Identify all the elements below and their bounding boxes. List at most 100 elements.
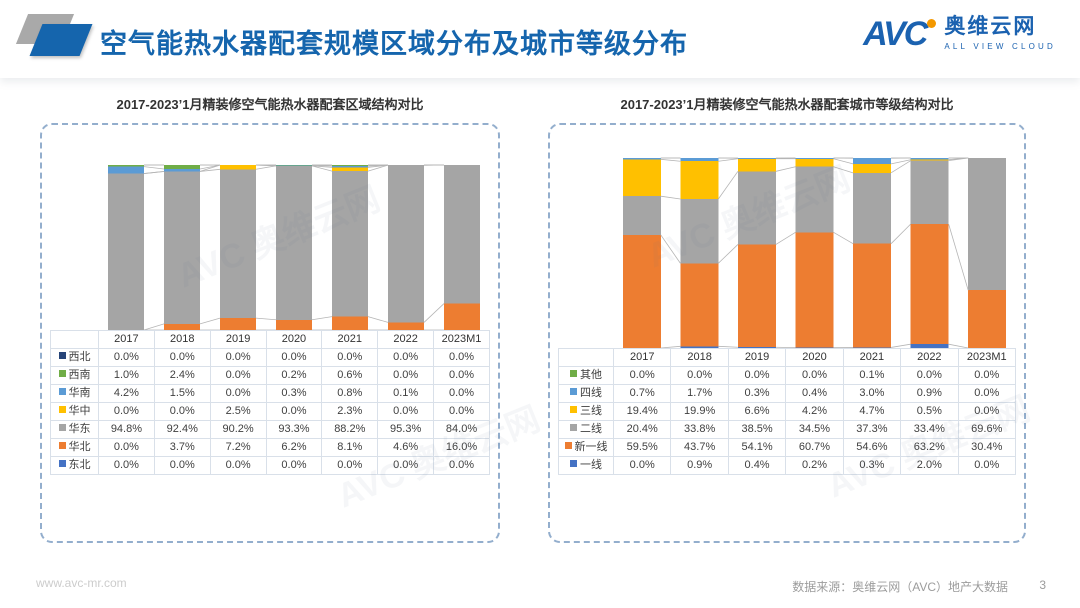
bar-segment-华东 bbox=[276, 165, 312, 320]
value-cell: 38.5% bbox=[727, 420, 787, 439]
value-cell: 69.6% bbox=[957, 420, 1017, 439]
series-connector-line bbox=[311, 316, 333, 321]
legend-cell: 华南 bbox=[50, 384, 99, 403]
value-cell: 0.0% bbox=[433, 348, 490, 367]
year-header-cell: 2022 bbox=[377, 330, 435, 349]
bar-segment-三线 bbox=[737, 158, 776, 172]
bar-segment-华北 bbox=[332, 316, 368, 330]
table-row: 华南 4.2% 1.5% 0.0% 0.3% 0.8% 0.1% 0.0% bbox=[50, 384, 490, 403]
series-connector-line bbox=[660, 345, 681, 348]
series-connector-line bbox=[891, 343, 911, 348]
legend-label: 华南 bbox=[68, 387, 91, 399]
bar-segment-四线 bbox=[680, 158, 719, 162]
bar-segment-新一线 bbox=[737, 244, 776, 348]
left-chart-panel: 2017 2018 2019 2020 2021 2022 2023M1 西北 0.0% 0.0%… bbox=[40, 123, 500, 543]
bar-segment-西南 bbox=[164, 165, 200, 169]
table-row: 东北 0.0% 0.0% 0.0% 0.0% 0.0% 0.0% 0.0% bbox=[50, 456, 490, 475]
value-cell: 0.0% bbox=[98, 348, 155, 367]
series-connector-line bbox=[143, 323, 165, 330]
value-cell: 4.6% bbox=[377, 438, 435, 457]
year-header-cell: 2020 bbox=[265, 330, 323, 349]
bar-segment-二线 bbox=[910, 160, 949, 225]
value-cell: 0.0% bbox=[433, 384, 490, 403]
legend-swatch-icon bbox=[58, 406, 66, 413]
value-cell: 0.0% bbox=[321, 456, 379, 475]
legend-cell: 一线 bbox=[558, 456, 614, 475]
legend-swatch-icon bbox=[570, 460, 577, 467]
table-row: 华东 94.8% 92.4% 90.2% 93.3% 88.2% 95.3% 84.0% bbox=[50, 420, 490, 439]
value-cell: 0.3% bbox=[842, 456, 902, 475]
bar-segment-一线 bbox=[910, 344, 949, 348]
series-connector-line bbox=[775, 231, 796, 245]
value-cell: 33.4% bbox=[900, 420, 959, 439]
bar-segment-华东 bbox=[220, 169, 256, 319]
table-row: 华中 0.0% 0.0% 2.5% 0.0% 2.3% 0.0% 0.0% bbox=[50, 402, 490, 421]
legend-cell: 四线 bbox=[558, 384, 614, 403]
bar-segment-华北 bbox=[276, 319, 312, 330]
value-cell: 2.5% bbox=[209, 402, 267, 421]
value-cell: 0.6% bbox=[321, 366, 379, 385]
series-connector-line bbox=[718, 171, 739, 200]
bar-segment-华东 bbox=[388, 165, 424, 323]
value-cell: 2.0% bbox=[900, 456, 959, 475]
page-title: 空气能热水器配套规模区域分布及城市等级分布 bbox=[100, 29, 688, 59]
legend-swatch-icon bbox=[58, 460, 66, 467]
value-cell: 4.7% bbox=[842, 402, 902, 421]
value-cell: 0.0% bbox=[957, 384, 1017, 403]
legend-cell: 其他 bbox=[558, 366, 614, 385]
legend-cell: 西北 bbox=[50, 348, 99, 367]
bar-segment-新一线 bbox=[622, 234, 661, 348]
series-connector-line bbox=[311, 164, 333, 167]
bar-segment-一线 bbox=[853, 347, 892, 348]
legend-swatch-icon bbox=[58, 352, 66, 359]
series-connector-line bbox=[255, 317, 277, 321]
value-cell: 16.0% bbox=[433, 438, 490, 457]
value-cell: 34.5% bbox=[785, 420, 844, 439]
footer-website: www.avc-mr.com bbox=[36, 576, 127, 590]
legend-cell: 东北 bbox=[50, 456, 99, 475]
value-cell: 0.0% bbox=[433, 366, 490, 385]
legend-label: 二线 bbox=[580, 423, 602, 435]
right-chart-panel: 2017 2018 2019 2020 2021 2022 2023M1 其他 0.0% 0.0%… bbox=[548, 123, 1026, 543]
year-header-cell: 2023M1 bbox=[957, 348, 1017, 367]
year-header-cell: 2019 bbox=[727, 348, 787, 367]
bar-segment-一线 bbox=[680, 346, 719, 348]
avc-logo-chinese-name: 奥维云网 bbox=[944, 15, 1037, 38]
bar-segment-三线 bbox=[680, 161, 719, 200]
series-connector-line bbox=[199, 168, 221, 172]
city-tier-stacked-bar-chart bbox=[622, 157, 1007, 348]
bar-segment-二线 bbox=[737, 171, 776, 245]
footer-data-source: 数据来源：奥维云网（AVC）地产大数据 bbox=[792, 580, 1008, 594]
value-cell: 0.2% bbox=[785, 456, 844, 475]
table-row: 华北 0.0% 3.7% 7.2% 6.2% 8.1% 4.6% 16.0% bbox=[50, 438, 490, 457]
bar-segment-华南 bbox=[108, 166, 144, 174]
bar-segment-华北 bbox=[220, 318, 256, 330]
value-cell: 0.0% bbox=[209, 456, 267, 475]
legend-swatch-icon bbox=[58, 442, 66, 449]
bar-segment-华东 bbox=[332, 171, 368, 317]
bar-segment-二线 bbox=[968, 158, 1007, 291]
legend-cell: 新一线 bbox=[558, 438, 614, 457]
table-row: 四线 0.7% 1.7% 0.3% 0.4% 3.0% 0.9% 0.0% bbox=[558, 384, 1017, 403]
series-connector-line bbox=[718, 345, 738, 348]
avc-logo-text: AVC bbox=[863, 15, 928, 53]
avc-logo-mark: AVC bbox=[863, 14, 938, 54]
bar-segment-一线 bbox=[737, 347, 776, 348]
value-cell: 2.3% bbox=[321, 402, 379, 421]
value-cell: 0.0% bbox=[433, 456, 490, 475]
value-cell: 0.0% bbox=[209, 384, 267, 403]
legend-swatch-icon bbox=[570, 406, 577, 413]
value-cell: 0.0% bbox=[957, 366, 1017, 385]
year-header-cell: 2020 bbox=[785, 348, 844, 367]
bar-segment-华南 bbox=[164, 168, 200, 172]
bar-segment-二线 bbox=[795, 166, 834, 233]
legend-label: 三线 bbox=[580, 405, 602, 417]
series-connector-line bbox=[718, 158, 738, 162]
value-cell: 59.5% bbox=[612, 438, 672, 457]
legend-cell: 西南 bbox=[50, 366, 99, 385]
bar-segment-新一线 bbox=[968, 290, 1007, 348]
value-cell: 0.0% bbox=[153, 456, 211, 475]
bar-segment-华中 bbox=[332, 167, 368, 172]
value-cell: 0.4% bbox=[727, 456, 787, 475]
value-cell: 88.2% bbox=[321, 420, 379, 439]
